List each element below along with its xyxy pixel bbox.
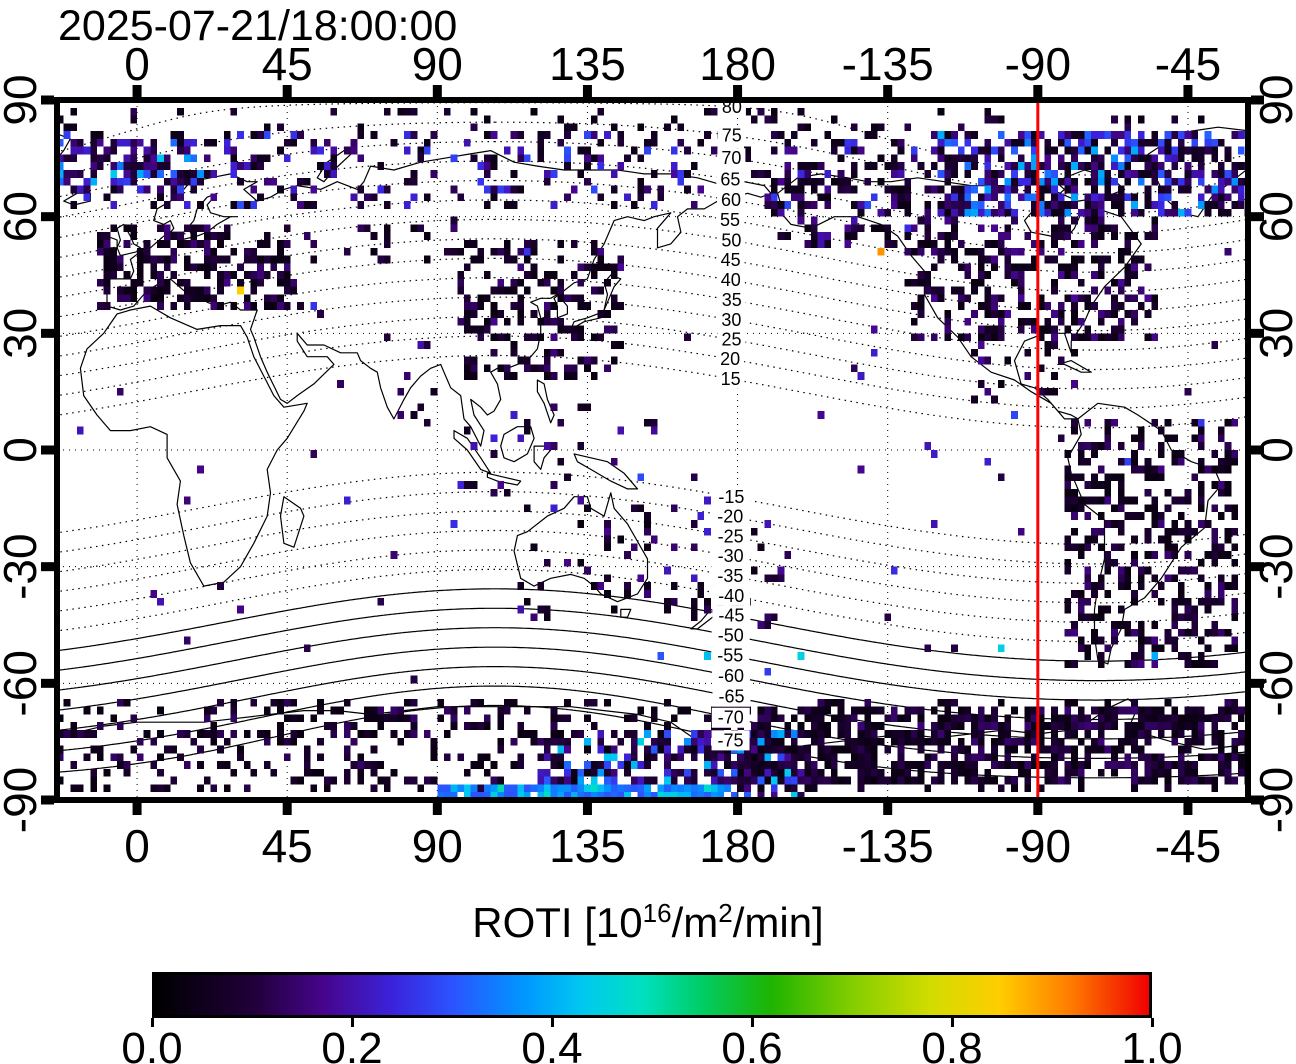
svg-text:30: 30 bbox=[721, 310, 741, 330]
colorbar-tick-label: 0.0 bbox=[121, 1024, 183, 1064]
svg-text:-55: -55 bbox=[717, 646, 743, 666]
svg-text:-35: -35 bbox=[717, 566, 743, 586]
colorbar-tick-label: 0.6 bbox=[721, 1024, 783, 1064]
colorbar-title-prefix: ROTI [10 bbox=[472, 899, 643, 946]
svg-text:75: 75 bbox=[722, 126, 742, 146]
world-map-plot: 8075706560555045403530252015-15-20-25-30… bbox=[0, 38, 1296, 872]
svg-text:80: 80 bbox=[722, 97, 742, 117]
colorbar-title: ROTI [1016/m2/min] bbox=[0, 898, 1296, 947]
x-axis-label-top: -135 bbox=[842, 38, 934, 90]
y-axis-label-right: 60 bbox=[1250, 191, 1296, 242]
colorbar-tick bbox=[351, 1018, 354, 1027]
x-axis-label-top: 45 bbox=[262, 38, 313, 90]
colorbar-tick bbox=[151, 1018, 154, 1027]
svg-text:-70: -70 bbox=[718, 708, 744, 728]
x-axis-label-bottom: -45 bbox=[1155, 820, 1221, 872]
svg-text:-15: -15 bbox=[718, 487, 744, 507]
x-axis-label-bottom: 45 bbox=[262, 820, 313, 872]
colorbar-title-exp16: 16 bbox=[642, 898, 672, 928]
svg-text:25: 25 bbox=[721, 330, 741, 350]
colorbar-tick-label: 0.2 bbox=[321, 1024, 383, 1064]
x-axis-label-top: 0 bbox=[124, 38, 150, 90]
colorbar-tick-label: 0.8 bbox=[921, 1024, 983, 1064]
svg-text:-50: -50 bbox=[718, 626, 744, 646]
svg-text:65: 65 bbox=[720, 169, 740, 189]
svg-text:-65: -65 bbox=[719, 687, 745, 707]
svg-text:-40: -40 bbox=[718, 586, 744, 606]
y-axis-label-right: 30 bbox=[1250, 308, 1296, 359]
y-axis-label-right: 0 bbox=[1250, 437, 1296, 463]
magnetic-contour-layer bbox=[57, 102, 1248, 779]
svg-text:15: 15 bbox=[721, 369, 741, 389]
grid-layer bbox=[57, 100, 1248, 800]
svg-text:-60: -60 bbox=[718, 666, 744, 686]
svg-text:20: 20 bbox=[720, 349, 740, 369]
x-axis-label-top: 90 bbox=[412, 38, 463, 90]
svg-text:55: 55 bbox=[720, 210, 740, 230]
axes-frame-layer bbox=[41, 85, 1264, 815]
colorbar-title-suffix: /min] bbox=[732, 899, 824, 946]
y-axis-label-right: 90 bbox=[1250, 74, 1296, 125]
y-axis-label-left: 60 bbox=[0, 191, 46, 242]
y-axis-label-left: 90 bbox=[0, 74, 46, 125]
svg-text:-45: -45 bbox=[718, 606, 744, 626]
x-axis-label-bottom: 90 bbox=[412, 820, 463, 872]
svg-text:35: 35 bbox=[722, 290, 742, 310]
x-axis-label-top: -90 bbox=[1005, 38, 1071, 90]
svg-text:60: 60 bbox=[721, 190, 741, 210]
y-axis-label-right: -90 bbox=[1250, 767, 1296, 833]
colorbar-gradient bbox=[152, 972, 1152, 1018]
colorbar-tick-label: 1.0 bbox=[1121, 1024, 1183, 1064]
x-axis-label-top: 135 bbox=[549, 38, 626, 90]
y-axis-label-left: 30 bbox=[0, 308, 46, 359]
x-axis-label-bottom: -135 bbox=[842, 820, 934, 872]
colorbar-tick bbox=[551, 1018, 554, 1027]
y-axis-label-left: 0 bbox=[0, 437, 46, 463]
colorbar-tick bbox=[751, 1018, 754, 1027]
y-axis-label-left: -60 bbox=[0, 650, 46, 716]
svg-text:45: 45 bbox=[721, 250, 741, 270]
x-axis-label-top: -45 bbox=[1155, 38, 1221, 90]
svg-text:-30: -30 bbox=[718, 546, 744, 566]
colorbar-title-exp2: 2 bbox=[718, 898, 733, 928]
svg-text:70: 70 bbox=[721, 148, 741, 168]
svg-text:-75: -75 bbox=[718, 730, 744, 750]
x-axis-label-bottom: -90 bbox=[1005, 820, 1071, 872]
x-axis-label-bottom: 0 bbox=[124, 820, 150, 872]
colorbar-tick bbox=[1151, 1018, 1154, 1027]
y-axis-label-right: -30 bbox=[1250, 533, 1296, 599]
axis-tick-labels-layer: 0045459090135135180180-135-135-90-90-45-… bbox=[0, 38, 1296, 872]
svg-text:-20: -20 bbox=[717, 507, 743, 527]
y-axis-label-left: -30 bbox=[0, 533, 46, 599]
roti-data-cells-layer bbox=[57, 107, 1248, 800]
y-axis-label-right: -60 bbox=[1250, 650, 1296, 716]
x-axis-label-bottom: 135 bbox=[549, 820, 626, 872]
y-axis-label-left: -90 bbox=[0, 767, 46, 833]
timestamp-title: 2025-07-21/18:00:00 bbox=[58, 2, 458, 50]
svg-text:-25: -25 bbox=[718, 526, 744, 546]
x-axis-label-top: 180 bbox=[699, 38, 776, 90]
svg-text:40: 40 bbox=[721, 270, 741, 290]
colorbar-tick-label: 0.4 bbox=[521, 1024, 583, 1064]
colorbar-title-mid: /m bbox=[671, 899, 719, 946]
svg-text:50: 50 bbox=[721, 230, 741, 250]
x-axis-label-bottom: 180 bbox=[699, 820, 776, 872]
colorbar-tick bbox=[951, 1018, 954, 1027]
